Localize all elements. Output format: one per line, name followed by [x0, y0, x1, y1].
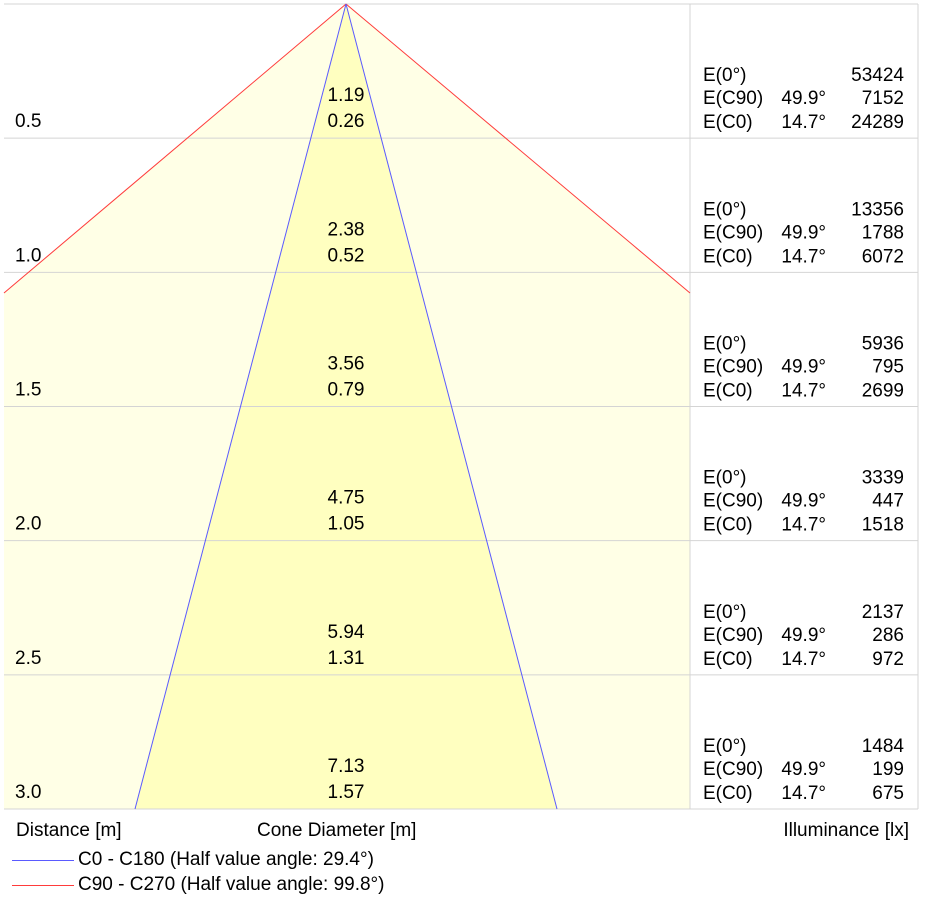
ec0-value: 972: [872, 649, 904, 670]
legend-label-c0: C0 - C180 (Half value angle: 29.4°): [78, 849, 374, 870]
c90-diameter-value: 2.38: [328, 219, 365, 240]
ec0-label: E(C0): [703, 112, 753, 133]
c0-diameter-value: 0.26: [328, 111, 365, 132]
ec90-angle: 49.9°: [781, 625, 826, 646]
ec90-value: 1788: [862, 222, 904, 243]
legend-swatch-c0: [12, 860, 74, 861]
e0-label: E(0°): [703, 334, 747, 355]
c90-diameter-value: 3.56: [328, 354, 365, 375]
e0-value: 53424: [851, 65, 904, 86]
ec90-angle: 49.9°: [781, 222, 826, 243]
distance-value: 1.5: [15, 380, 41, 401]
ec0-angle: 14.7°: [781, 112, 826, 133]
distance-axis-label: Distance [m]: [16, 820, 122, 841]
legend-label-c90: C90 - C270 (Half value angle: 99.8°): [78, 874, 385, 895]
ec90-label: E(C90): [703, 357, 763, 378]
ec0-angle: 14.7°: [781, 649, 826, 670]
ec90-value: 447: [872, 491, 904, 512]
ec0-label: E(C0): [703, 783, 753, 804]
e0-label: E(0°): [703, 468, 747, 489]
ec0-angle: 14.7°: [781, 515, 826, 536]
distance-value: 2.0: [15, 514, 41, 535]
legend-item-c0: C0 - C180 (Half value angle: 29.4°): [12, 849, 472, 873]
grid-lines: [4, 3, 919, 810]
ec90-label: E(C90): [703, 491, 763, 512]
ec90-angle: 49.9°: [781, 357, 826, 378]
c0-line-left: [134, 3, 347, 810]
ec90-label: E(C90): [703, 759, 763, 780]
e0-value: 13356: [851, 199, 904, 220]
c0-line-right: [345, 3, 558, 810]
legend-swatch-c90: [12, 885, 74, 886]
ec90-label: E(C90): [703, 222, 763, 243]
ec0-value: 24289: [851, 112, 904, 133]
ec0-label: E(C0): [703, 381, 753, 402]
ec90-value: 199: [872, 759, 904, 780]
distance-value: 1.0: [15, 245, 41, 266]
ec0-value: 675: [872, 783, 904, 804]
e0-value: 3339: [862, 468, 904, 489]
e0-label: E(0°): [703, 65, 747, 86]
c90-diameter-value: 4.75: [328, 488, 365, 509]
e0-label: E(0°): [703, 199, 747, 220]
distance-value: 0.5: [15, 111, 41, 132]
legend-item-c90: C90 - C270 (Half value angle: 99.8°): [12, 874, 472, 898]
distance-value: 2.5: [15, 648, 41, 669]
ec90-value: 286: [872, 625, 904, 646]
diameter-axis-label: Cone Diameter [m]: [257, 820, 417, 841]
ec90-angle: 49.9°: [781, 491, 826, 512]
c90-diameter-value: 1.19: [328, 85, 365, 106]
distance-value: 3.0: [15, 782, 41, 803]
e0-label: E(0°): [703, 736, 747, 757]
c0-diameter-value: 1.05: [328, 514, 365, 535]
ec90-angle: 49.9°: [781, 759, 826, 780]
c90-line-right: [345, 3, 691, 294]
ec90-label: E(C90): [703, 88, 763, 109]
ec0-label: E(C0): [703, 515, 753, 536]
c0-diameter-value: 0.52: [328, 245, 365, 266]
c90-line-left: [3, 3, 347, 294]
ec0-angle: 14.7°: [781, 381, 826, 402]
row-labels: 0.5 1.19 0.26 E(0°) 53424 E(C90) 49.9° 7152 E(C0…: [15, 65, 904, 804]
ec0-value: 6072: [862, 246, 904, 267]
illuminance-axis-label: Illuminance [lx]: [783, 820, 909, 841]
c0-diameter-value: 0.79: [328, 380, 365, 401]
c0-diameter-value: 1.31: [328, 648, 365, 669]
e0-value: 1484: [862, 736, 905, 757]
ec0-label: E(C0): [703, 246, 753, 267]
ec90-angle: 49.9°: [781, 88, 826, 109]
ec90-value: 7152: [862, 88, 904, 109]
ec0-angle: 14.7°: [781, 246, 826, 267]
c0-diameter-value: 1.57: [328, 782, 365, 803]
e0-label: E(0°): [703, 602, 747, 623]
ec90-value: 795: [872, 357, 904, 378]
e0-value: 5936: [862, 334, 904, 355]
ec0-label: E(C0): [703, 649, 753, 670]
c90-diameter-value: 7.13: [328, 756, 365, 777]
ec90-label: E(C90): [703, 625, 763, 646]
ec0-value: 2699: [862, 381, 904, 402]
c90-diameter-value: 5.94: [328, 622, 365, 643]
ec0-angle: 14.7°: [781, 783, 826, 804]
e0-value: 2137: [862, 602, 904, 623]
ec0-value: 1518: [862, 515, 904, 536]
